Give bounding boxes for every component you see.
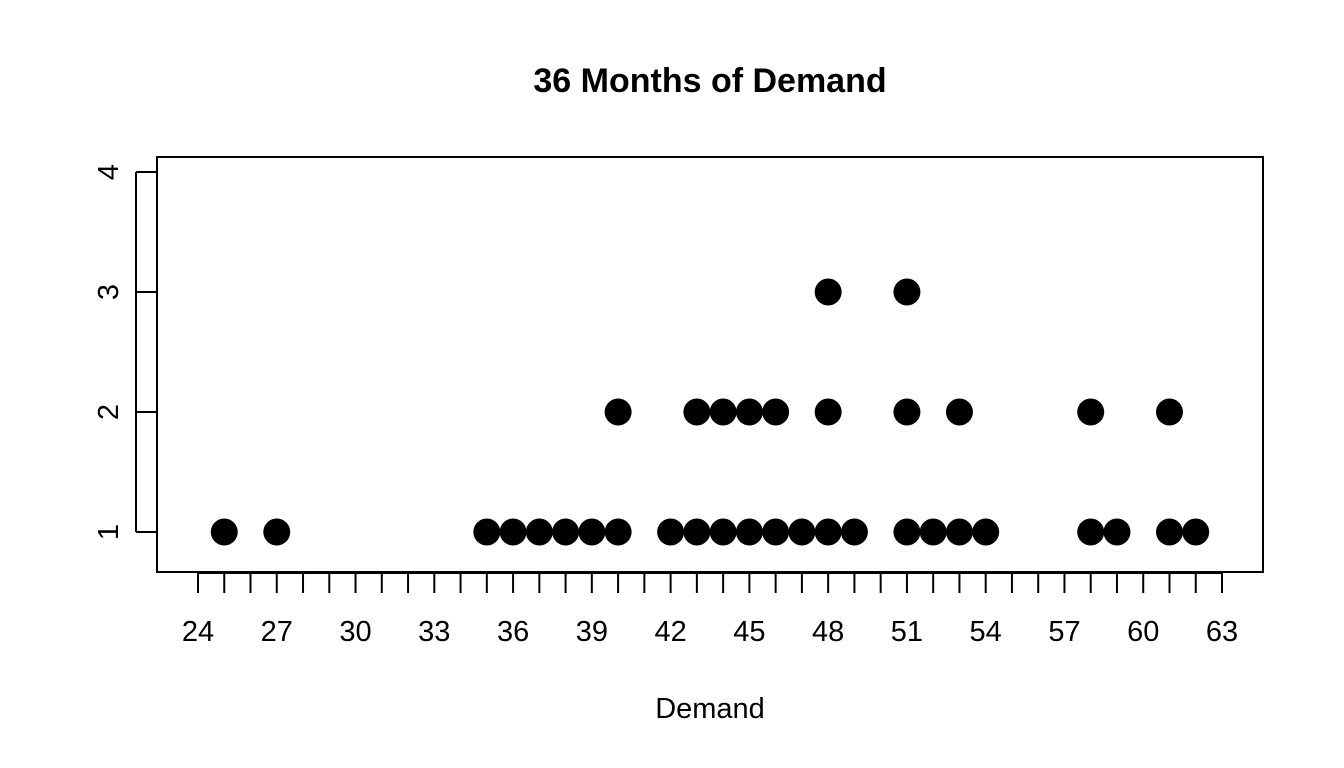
data-point (525, 518, 553, 546)
x-axis: 24 27 30 33 36 39 42 45 48 51 54 57 60 63 (182, 572, 1238, 648)
data-point (762, 398, 790, 426)
data-point (893, 278, 921, 306)
data-point (709, 518, 737, 546)
data-point (1103, 518, 1131, 546)
data-point (814, 398, 842, 426)
data-point (1155, 398, 1183, 426)
x-tick-label: 45 (733, 616, 765, 648)
data-point (263, 518, 291, 546)
data-point (762, 518, 790, 546)
data-point (945, 518, 973, 546)
data-point (683, 398, 711, 426)
data-point (552, 518, 580, 546)
data-point (735, 398, 763, 426)
data-point (735, 518, 763, 546)
y-tick-label: 4 (93, 164, 125, 180)
x-tick-label: 39 (576, 616, 608, 648)
data-point (840, 518, 868, 546)
data-point (1077, 518, 1105, 546)
data-point (788, 518, 816, 546)
data-point (814, 278, 842, 306)
x-tick-label: 63 (1206, 616, 1238, 648)
data-point (945, 398, 973, 426)
x-tick-label: 48 (812, 616, 844, 648)
data-point (893, 518, 921, 546)
data-point (604, 518, 632, 546)
x-tick-label: 30 (339, 616, 371, 648)
data-point (210, 518, 238, 546)
y-tick-label: 2 (93, 404, 125, 420)
x-axis-label: Demand (655, 693, 765, 725)
data-point (709, 398, 737, 426)
x-tick-label: 24 (182, 616, 214, 648)
data-point (893, 398, 921, 426)
x-tick-label: 33 (418, 616, 450, 648)
data-point (919, 518, 947, 546)
data-point (1077, 398, 1105, 426)
data-points (210, 278, 1210, 546)
x-tick-label: 54 (970, 616, 1002, 648)
data-point (814, 518, 842, 546)
data-point (683, 518, 711, 546)
data-point (499, 518, 527, 546)
data-point (578, 518, 606, 546)
data-point (1155, 518, 1183, 546)
x-tick-label: 60 (1127, 616, 1159, 648)
x-tick-label: 42 (654, 616, 686, 648)
x-tick-label: 27 (261, 616, 293, 648)
chart-title: 36 Months of Demand (533, 62, 886, 100)
data-point (604, 398, 632, 426)
x-tick-label: 51 (891, 616, 923, 648)
x-tick-label: 36 (497, 616, 529, 648)
data-point (1182, 518, 1210, 546)
data-point (473, 518, 501, 546)
data-point (972, 518, 1000, 546)
x-tick-label: 57 (1048, 616, 1080, 648)
plot-frame (156, 156, 1264, 573)
y-axis: 1 2 3 4 (93, 164, 156, 540)
y-tick-label: 1 (93, 524, 125, 540)
data-point (657, 518, 685, 546)
y-tick-label: 3 (93, 284, 125, 300)
